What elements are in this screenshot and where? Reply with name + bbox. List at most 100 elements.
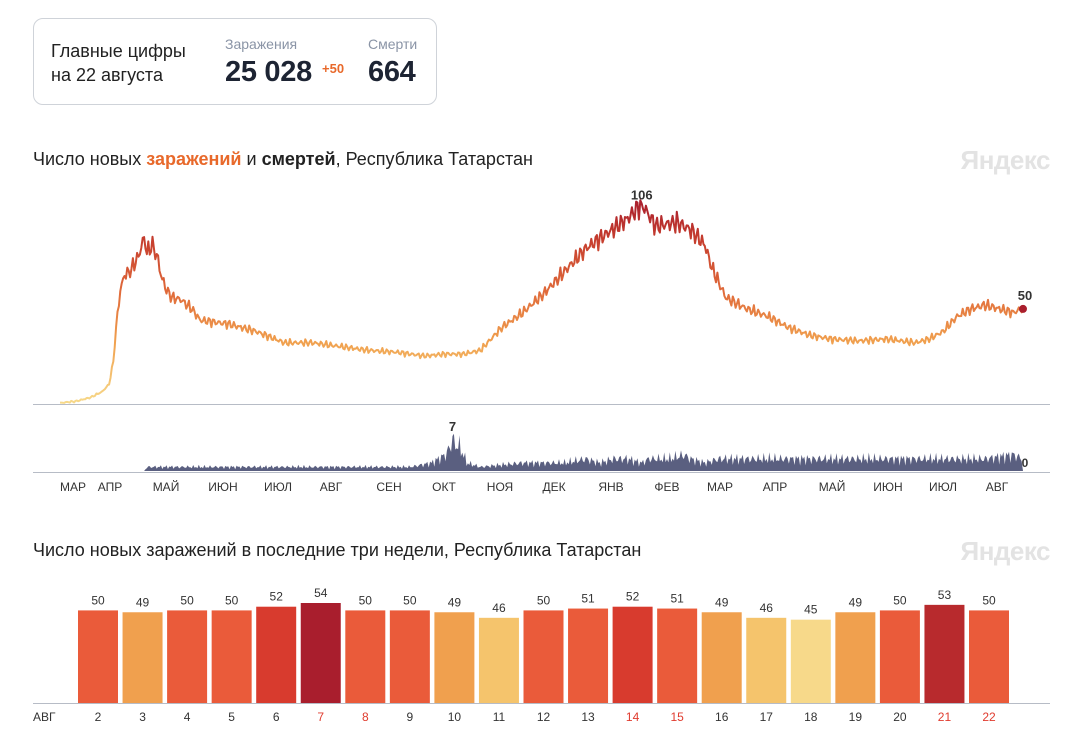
bar-value-label: 53 bbox=[938, 588, 952, 602]
month-tick-label: ИЮЛ bbox=[929, 480, 957, 494]
deaths-last-label: 0 bbox=[1022, 456, 1029, 470]
bar-value-label: 50 bbox=[225, 593, 239, 607]
infections-peak-label: 106 bbox=[631, 188, 653, 203]
infections-value: 25 028 bbox=[225, 56, 312, 88]
month-tick-label: ИЮН bbox=[208, 480, 237, 494]
month-tick-label: ДЕК bbox=[542, 480, 565, 494]
bar-value-label: 49 bbox=[849, 595, 863, 609]
bar bbox=[969, 610, 1009, 703]
bar-chart: 50 2 49 3 50 4 50 5 52 6 54 7 50 8 50 9 49 10 46 11 50 12 51 13… bbox=[33, 586, 1050, 724]
bar bbox=[478, 617, 519, 703]
deaths-series-area bbox=[60, 433, 1023, 471]
title-part-3: и bbox=[241, 149, 262, 169]
summary-card: Главные цифры на 22 августа Заражения 25… bbox=[33, 18, 437, 105]
summary-caption-line2: на 22 августа bbox=[51, 65, 163, 85]
bar-value-label: 50 bbox=[180, 593, 194, 607]
bar-category-label: 22 bbox=[982, 710, 996, 724]
bar-value-label: 50 bbox=[982, 593, 996, 607]
bar-category-label: 9 bbox=[407, 710, 414, 724]
deaths-value: 664 bbox=[368, 56, 416, 88]
bar bbox=[211, 610, 252, 703]
bar bbox=[167, 610, 208, 703]
bar-value-label: 52 bbox=[270, 590, 284, 604]
bar bbox=[78, 610, 118, 703]
bar-value-label: 50 bbox=[893, 593, 907, 607]
deaths-peak-label: 7 bbox=[449, 419, 456, 434]
bar bbox=[256, 606, 297, 703]
month-tick-label: АПР bbox=[98, 480, 123, 494]
bar bbox=[835, 612, 876, 703]
bar-value-label: 51 bbox=[670, 592, 684, 606]
bar-category-label: 4 bbox=[184, 710, 191, 724]
bar bbox=[523, 610, 564, 703]
bar bbox=[701, 612, 742, 703]
bar bbox=[434, 612, 475, 703]
bar-category-label: 17 bbox=[760, 710, 774, 724]
infections-last-label: 50 bbox=[1018, 288, 1032, 303]
bar bbox=[612, 606, 653, 703]
month-tick-label: МАР bbox=[60, 480, 86, 494]
bar bbox=[657, 608, 698, 703]
bar bbox=[746, 617, 787, 703]
bar bbox=[879, 610, 920, 703]
bar-value-label: 50 bbox=[359, 593, 373, 607]
infections-delta: +50 bbox=[322, 61, 345, 76]
bar bbox=[300, 603, 341, 703]
bar-value-label: 46 bbox=[760, 601, 774, 615]
bar-month-label: АВГ bbox=[33, 710, 56, 724]
bar-category-label: 6 bbox=[273, 710, 280, 724]
month-tick-label: НОЯ bbox=[487, 480, 513, 494]
bar-category-label: 15 bbox=[670, 710, 684, 724]
bar-value-label: 49 bbox=[136, 595, 150, 609]
bar-category-label: 11 bbox=[493, 710, 506, 724]
yandex-logo: Яндекс bbox=[960, 145, 1051, 175]
month-tick-label: ЯНВ bbox=[598, 480, 623, 494]
bar-value-label: 51 bbox=[581, 592, 595, 606]
bar bbox=[924, 604, 965, 703]
month-tick-label: МАЙ bbox=[153, 479, 180, 494]
bar bbox=[345, 610, 386, 703]
bar-category-label: 10 bbox=[448, 710, 462, 724]
bar-chart-title: Число новых заражений в последние три не… bbox=[33, 540, 642, 560]
main-chart: 106 50 7 0 МАР АПР МАЙ ИЮН ИЮЛ АВГ СЕН ОКТ НОЯ ДЕК ЯНВ… bbox=[33, 188, 1050, 494]
month-tick-label: АВГ bbox=[320, 480, 343, 494]
month-tick-label: АВГ bbox=[986, 480, 1009, 494]
bar bbox=[389, 610, 430, 703]
month-tick-label: МАР bbox=[707, 480, 733, 494]
bar-value-label: 50 bbox=[537, 593, 551, 607]
bar-value-label: 54 bbox=[314, 586, 328, 600]
title-part-deaths: смертей bbox=[261, 149, 336, 169]
bar-category-label: 21 bbox=[938, 710, 952, 724]
bar-category-label: 19 bbox=[849, 710, 863, 724]
title-part-infections: заражений bbox=[146, 149, 242, 169]
month-tick-label: СЕН bbox=[376, 480, 401, 494]
bar-category-label: 2 bbox=[95, 710, 102, 724]
infections-series-line bbox=[60, 199, 1024, 404]
title-part-5: , Республика Татарстан bbox=[335, 149, 533, 169]
bar-category-label: 3 bbox=[139, 710, 146, 724]
bar-value-label: 49 bbox=[448, 595, 462, 609]
month-tick-label: МАЙ bbox=[819, 479, 846, 494]
bar bbox=[122, 612, 163, 703]
yandex-logo-2: Яндекс bbox=[960, 536, 1051, 566]
bar-category-label: 20 bbox=[893, 710, 907, 724]
bar-category-label: 8 bbox=[362, 710, 369, 724]
month-tick-label: ИЮН bbox=[873, 480, 902, 494]
infections-label: Заражения bbox=[225, 36, 298, 52]
bar-category-label: 14 bbox=[626, 710, 640, 724]
bar-category-label: 5 bbox=[228, 710, 235, 724]
bar-value-label: 49 bbox=[715, 595, 729, 609]
bar-category-label: 16 bbox=[715, 710, 729, 724]
bar-value-label: 46 bbox=[492, 601, 506, 615]
month-tick-label: ФЕВ bbox=[654, 480, 679, 494]
main-chart-title: Число новых заражений и смертей, Республ… bbox=[33, 149, 533, 170]
bar-category-label: 18 bbox=[804, 710, 818, 724]
bar-category-label: 12 bbox=[537, 710, 551, 724]
bar-category-label: 7 bbox=[317, 710, 324, 724]
infections-last-point bbox=[1019, 304, 1027, 313]
title-part-1: Число новых bbox=[33, 149, 147, 169]
bar-category-label: 13 bbox=[581, 710, 595, 724]
bar-value-label: 50 bbox=[403, 593, 417, 607]
summary-caption: Главные цифры на 22 августа bbox=[51, 39, 186, 87]
bar bbox=[568, 608, 609, 703]
